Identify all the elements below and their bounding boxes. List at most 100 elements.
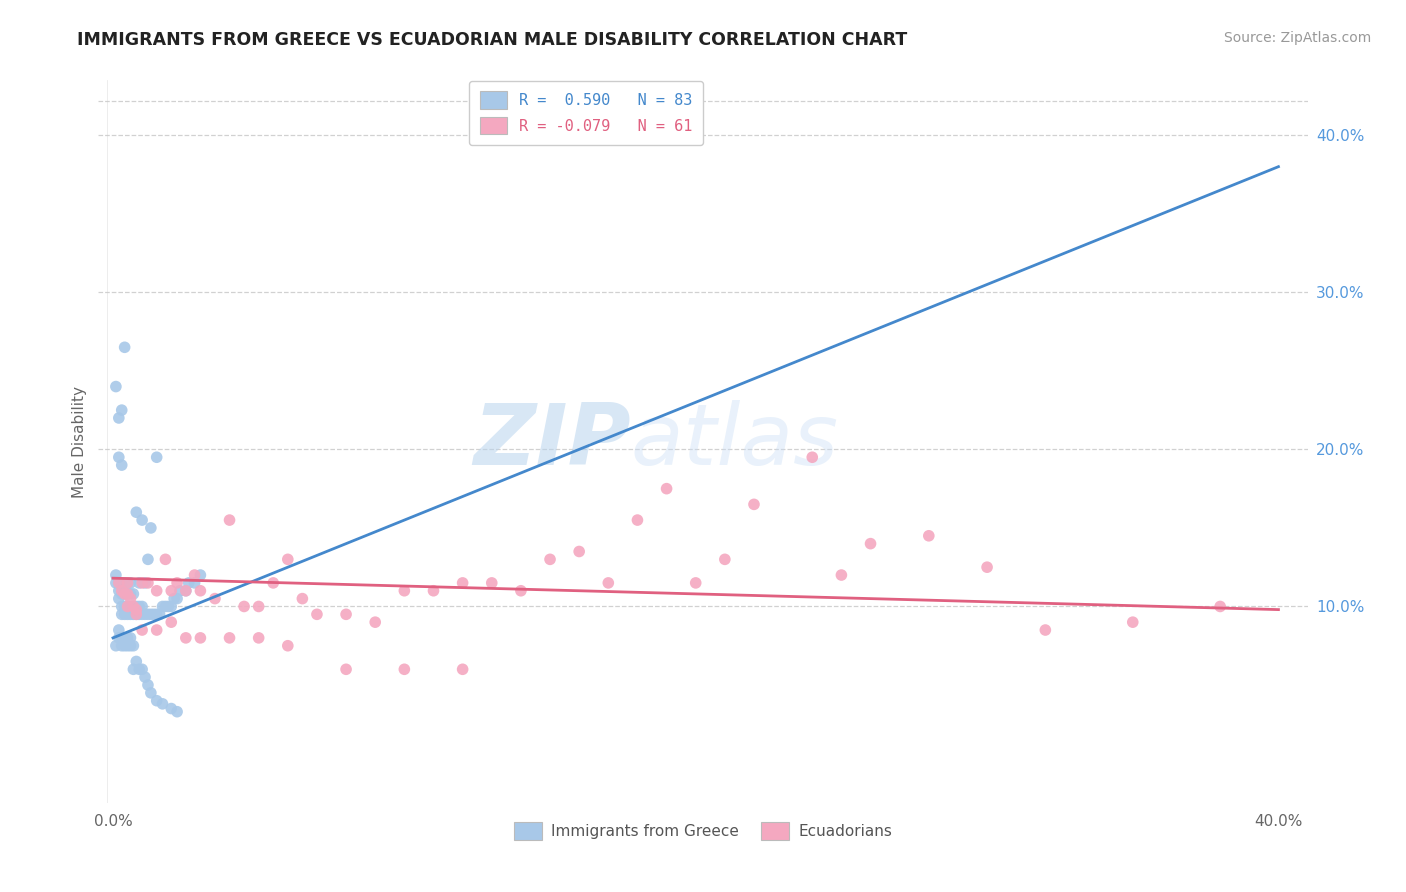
Point bbox=[120, 639, 142, 653]
Point bbox=[394, 583, 416, 598]
Point bbox=[120, 591, 142, 606]
Point bbox=[134, 670, 156, 684]
Point bbox=[451, 575, 474, 590]
Point bbox=[394, 662, 416, 676]
Point bbox=[976, 560, 998, 574]
Point bbox=[139, 607, 162, 622]
Point bbox=[128, 599, 150, 614]
Point bbox=[538, 552, 561, 566]
Point bbox=[117, 587, 139, 601]
Point bbox=[218, 513, 240, 527]
Point bbox=[335, 662, 357, 676]
Point bbox=[122, 662, 145, 676]
Point bbox=[305, 607, 328, 622]
Point bbox=[114, 587, 136, 601]
Point bbox=[120, 575, 142, 590]
Point bbox=[108, 631, 131, 645]
Point bbox=[131, 575, 153, 590]
Point bbox=[117, 607, 139, 622]
Point bbox=[125, 655, 148, 669]
Point bbox=[364, 615, 387, 630]
Point bbox=[152, 697, 174, 711]
Point bbox=[152, 599, 174, 614]
Point bbox=[233, 599, 256, 614]
Point bbox=[174, 583, 197, 598]
Point bbox=[918, 529, 941, 543]
Point bbox=[145, 450, 167, 465]
Point bbox=[163, 591, 186, 606]
Point bbox=[120, 587, 142, 601]
Point bbox=[166, 575, 188, 590]
Point bbox=[155, 599, 177, 614]
Point bbox=[131, 607, 153, 622]
Point bbox=[277, 552, 299, 566]
Point bbox=[111, 607, 134, 622]
Point bbox=[120, 631, 142, 645]
Point bbox=[145, 623, 167, 637]
Point bbox=[136, 575, 159, 590]
Point bbox=[166, 705, 188, 719]
Point bbox=[108, 591, 131, 606]
Point bbox=[247, 631, 270, 645]
Point bbox=[166, 591, 188, 606]
Point bbox=[509, 583, 531, 598]
Point bbox=[114, 631, 136, 645]
Point bbox=[190, 631, 212, 645]
Point bbox=[108, 450, 131, 465]
Point bbox=[108, 575, 131, 590]
Point bbox=[157, 599, 180, 614]
Point bbox=[104, 639, 127, 653]
Point bbox=[131, 599, 153, 614]
Point bbox=[104, 568, 127, 582]
Point bbox=[108, 583, 131, 598]
Point bbox=[122, 599, 145, 614]
Point bbox=[145, 607, 167, 622]
Point bbox=[183, 568, 205, 582]
Point bbox=[204, 591, 226, 606]
Text: IMMIGRANTS FROM GREECE VS ECUADORIAN MALE DISABILITY CORRELATION CHART: IMMIGRANTS FROM GREECE VS ECUADORIAN MAL… bbox=[77, 31, 908, 49]
Point bbox=[111, 631, 134, 645]
Point bbox=[830, 568, 852, 582]
Point bbox=[125, 602, 148, 616]
Point bbox=[117, 599, 139, 614]
Point bbox=[801, 450, 824, 465]
Point bbox=[626, 513, 648, 527]
Legend: Immigrants from Greece, Ecuadorians: Immigrants from Greece, Ecuadorians bbox=[508, 816, 898, 846]
Point bbox=[104, 575, 127, 590]
Point bbox=[142, 607, 165, 622]
Point bbox=[122, 599, 145, 614]
Point bbox=[117, 631, 139, 645]
Point bbox=[598, 575, 620, 590]
Point bbox=[714, 552, 737, 566]
Point bbox=[104, 379, 127, 393]
Point bbox=[160, 701, 183, 715]
Point bbox=[111, 599, 134, 614]
Point bbox=[335, 607, 357, 622]
Point bbox=[117, 587, 139, 601]
Point bbox=[451, 662, 474, 676]
Point bbox=[128, 575, 150, 590]
Point bbox=[131, 513, 153, 527]
Point bbox=[149, 607, 172, 622]
Point bbox=[114, 575, 136, 590]
Point bbox=[145, 583, 167, 598]
Point bbox=[174, 631, 197, 645]
Point bbox=[114, 340, 136, 354]
Point bbox=[481, 575, 503, 590]
Text: ZIP: ZIP bbox=[472, 400, 630, 483]
Point bbox=[114, 607, 136, 622]
Point bbox=[568, 544, 591, 558]
Point bbox=[122, 607, 145, 622]
Point bbox=[291, 591, 314, 606]
Point bbox=[247, 599, 270, 614]
Point bbox=[128, 662, 150, 676]
Point bbox=[136, 607, 159, 622]
Point bbox=[218, 631, 240, 645]
Point bbox=[111, 575, 134, 590]
Point bbox=[1209, 599, 1232, 614]
Point bbox=[111, 587, 134, 601]
Point bbox=[145, 694, 167, 708]
Point bbox=[160, 615, 183, 630]
Point bbox=[139, 521, 162, 535]
Point bbox=[117, 575, 139, 590]
